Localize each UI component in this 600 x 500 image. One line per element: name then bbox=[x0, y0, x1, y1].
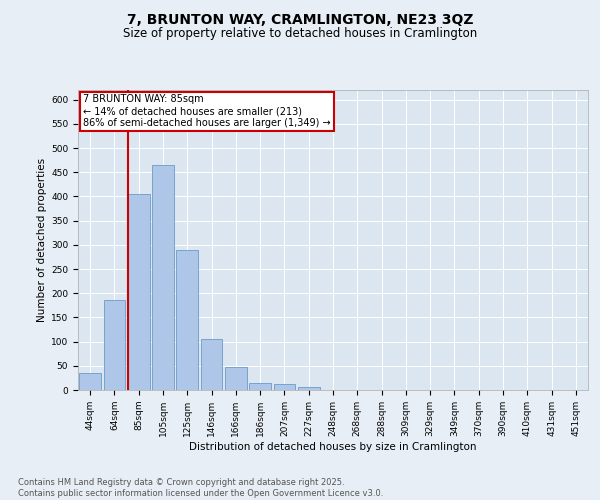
Bar bbox=[225, 367, 247, 390]
Bar bbox=[104, 300, 125, 390]
X-axis label: Distribution of detached houses by size in Cramlington: Distribution of detached houses by size … bbox=[189, 442, 477, 452]
Y-axis label: Number of detached properties: Number of detached properties bbox=[37, 158, 47, 322]
Bar bbox=[152, 165, 174, 390]
Bar bbox=[200, 339, 223, 390]
Bar bbox=[128, 194, 149, 390]
Bar bbox=[298, 386, 320, 390]
Bar bbox=[176, 250, 198, 390]
Text: Contains HM Land Registry data © Crown copyright and database right 2025.
Contai: Contains HM Land Registry data © Crown c… bbox=[18, 478, 383, 498]
Text: Size of property relative to detached houses in Cramlington: Size of property relative to detached ho… bbox=[123, 28, 477, 40]
Bar bbox=[274, 384, 295, 390]
Bar bbox=[249, 382, 271, 390]
Text: 7 BRUNTON WAY: 85sqm
← 14% of detached houses are smaller (213)
86% of semi-deta: 7 BRUNTON WAY: 85sqm ← 14% of detached h… bbox=[83, 94, 331, 128]
Bar bbox=[79, 373, 101, 390]
Text: 7, BRUNTON WAY, CRAMLINGTON, NE23 3QZ: 7, BRUNTON WAY, CRAMLINGTON, NE23 3QZ bbox=[127, 12, 473, 26]
